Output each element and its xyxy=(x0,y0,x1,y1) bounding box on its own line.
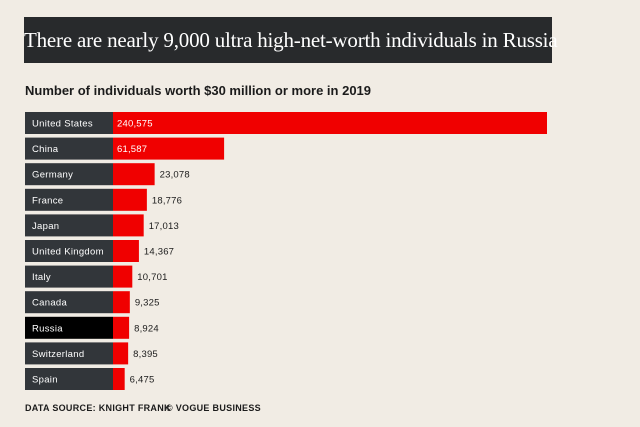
title-band: There are nearly 9,000 ultra high-net-wo… xyxy=(24,17,558,63)
bar-canada xyxy=(113,291,130,314)
bar-france xyxy=(113,188,147,211)
bar-united-states xyxy=(113,112,547,134)
category-label-france: France xyxy=(32,195,63,206)
category-label-bg-united-states xyxy=(25,112,113,134)
category-label-bg-switzerland xyxy=(25,342,113,365)
category-label-italy: Italy xyxy=(32,272,51,283)
chart-title: There are nearly 9,000 ultra high-net-wo… xyxy=(24,28,558,52)
category-label-canada: Canada xyxy=(32,298,67,309)
value-label-united-states: 240,575 xyxy=(117,119,153,130)
category-label-bg-france xyxy=(25,188,113,211)
category-label-japan: Japan xyxy=(32,221,59,232)
bar-japan xyxy=(113,214,144,237)
bar-switzerland xyxy=(113,342,129,365)
category-label-spain: Spain xyxy=(32,375,58,386)
bar-china xyxy=(113,137,225,160)
bar-spain xyxy=(113,368,125,390)
value-label-spain: 6,475 xyxy=(130,375,155,386)
value-label-united-kingdom: 14,367 xyxy=(144,247,174,258)
bar-germany xyxy=(113,163,155,186)
data-source: DATA SOURCE: KNIGHT FRANK xyxy=(25,403,171,413)
category-label-bg-germany xyxy=(25,163,113,186)
value-label-canada: 9,325 xyxy=(135,298,160,309)
value-label-russia: 8,924 xyxy=(134,323,159,334)
value-label-france: 18,776 xyxy=(152,195,182,206)
category-label-bg-united-kingdom xyxy=(25,240,113,262)
bar-russia xyxy=(113,316,130,339)
category-label-switzerland: Switzerland xyxy=(32,349,84,360)
copyright-credit: © VOGUE BUSINESS xyxy=(166,403,261,413)
chart-subtitle: Number of individuals worth $30 million … xyxy=(25,83,372,98)
category-label-bg-italy xyxy=(25,265,113,288)
category-label-germany: Germany xyxy=(32,170,73,181)
category-label-china: China xyxy=(32,144,59,155)
category-label-bg-japan xyxy=(25,214,113,237)
category-label-bg-spain xyxy=(25,368,113,390)
category-label-bg-canada xyxy=(25,291,113,314)
bar-united-kingdom xyxy=(113,240,139,262)
value-label-italy: 10,701 xyxy=(137,272,167,283)
category-label-bg-russia xyxy=(25,316,113,339)
value-label-japan: 17,013 xyxy=(149,221,179,232)
bar-italy xyxy=(113,265,133,288)
value-label-switzerland: 8,395 xyxy=(133,349,158,360)
category-label-united-kingdom: United Kingdom xyxy=(32,247,104,258)
category-label-russia: Russia xyxy=(32,323,63,334)
value-label-china: 61,587 xyxy=(117,144,147,155)
category-label-bg-china xyxy=(25,137,113,160)
category-label-united-states: United States xyxy=(32,119,93,130)
value-label-germany: 23,078 xyxy=(160,170,190,181)
